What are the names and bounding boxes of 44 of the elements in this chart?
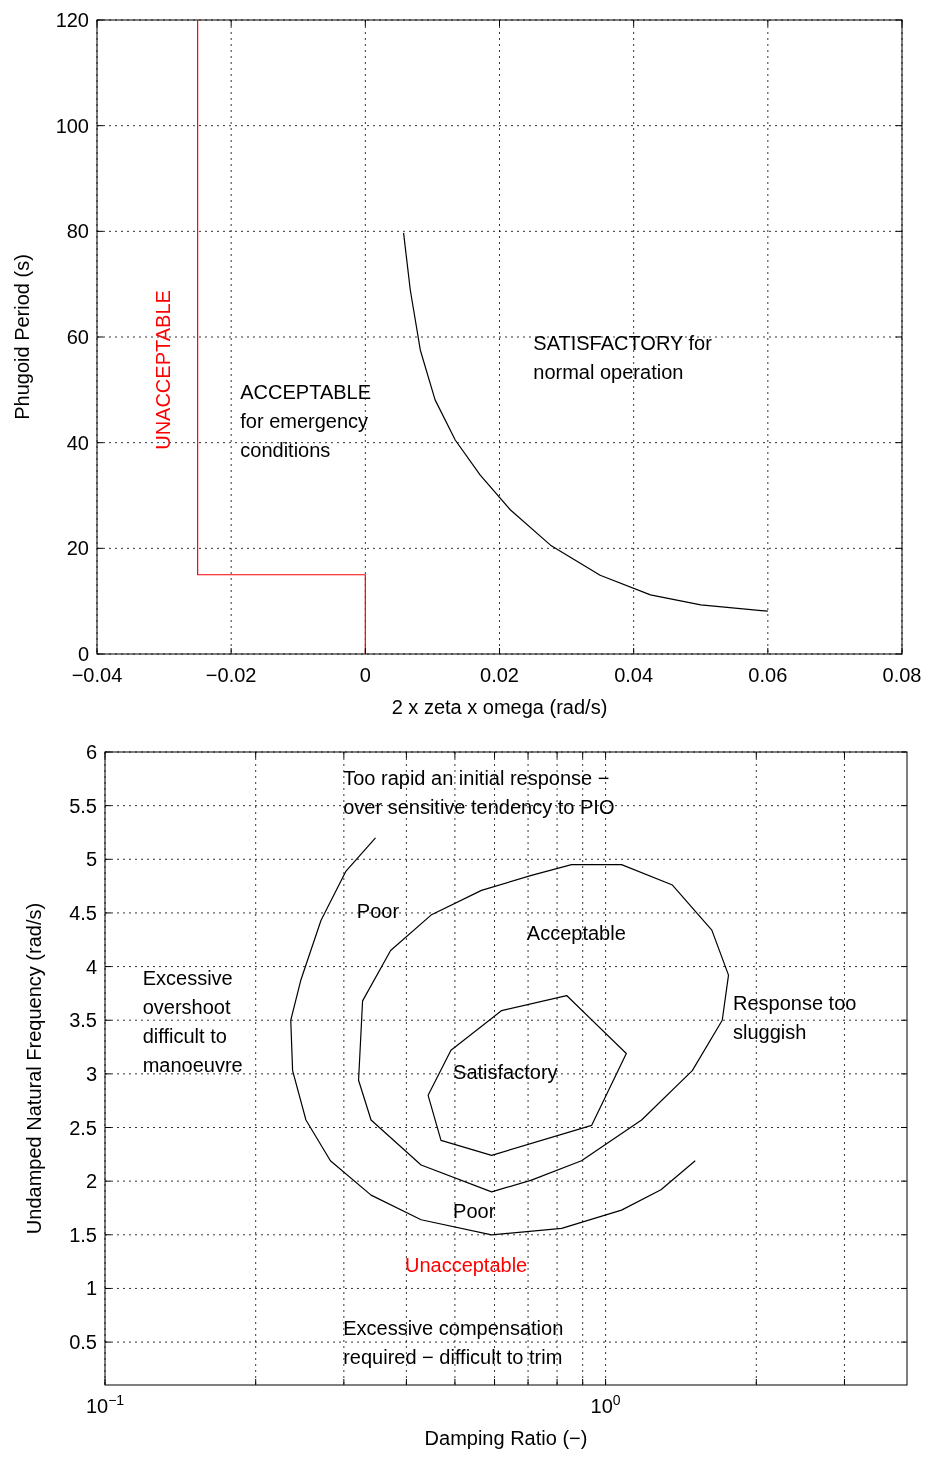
y-axis-title: Undamped Natural Frequency (rad/s) [23,902,45,1235]
x-tick-label: 0 [359,664,371,686]
y-tick-label: 1.5 [69,1223,97,1246]
annotation: Satisfactory [453,1060,558,1083]
y-tick-label: 1 [85,1277,97,1300]
y-tick-label: 100 [55,114,89,137]
y-tick-label: 20 [66,537,89,560]
annotation: Poor [356,900,400,923]
x-tick-label: −0.04 [71,664,123,686]
y-tick-label: 3.5 [69,1009,97,1032]
y-tick-label: 2.5 [69,1116,97,1139]
annotation: Too rapid an initial response − over sensitive tendency to PIO [343,767,615,819]
annotation: ACCEPTABLE for emergency conditions [240,381,372,462]
y-tick-label: 6 [85,741,97,763]
y-tick-label: 5.5 [69,794,97,817]
annotation: Excessive compensation required − difficult to trim [343,1317,564,1369]
y-tick-label: 3 [85,1062,97,1085]
y-tick-label: 0 [77,643,89,665]
y-tick-label: 5 [85,848,97,871]
annotation: Excessive overshoot difficult to manoeuvre [142,967,243,1077]
annotation: Acceptable [526,922,626,945]
y-tick-label: 60 [66,326,89,348]
x-tick-label: 10$^{−1}$ [85,1392,125,1417]
x-tick-label: −0.02 [205,664,257,686]
x-tick-label: 0.04 [614,664,654,686]
x-axis-title: Damping Ratio (−) [424,1427,588,1449]
y-tick-label: 40 [66,431,89,454]
x-tick-label: 0.06 [748,664,788,686]
annotation: Poor [453,1200,496,1223]
x-tick-label: 0.02 [480,664,519,686]
annotation: SATISFACTORY for normal operation [533,331,713,383]
annotation: UNACCEPTABLE [151,290,174,450]
x-tick-label: 0.08 [882,664,922,686]
y-tick-label: 2 [85,1170,97,1193]
y-tick-label: 80 [66,220,89,243]
y-tick-label: 120 [55,9,89,31]
x-axis-title: 2 x zeta x omega (rad/s) [391,696,608,718]
x-tick-label: 10$^{0}$ [590,1392,621,1417]
y-tick-label: 4.5 [69,901,97,924]
annotation: Response too sluggish [732,992,857,1044]
y-tick-label: 0.5 [69,1331,97,1354]
y-axis-title: Phugoid Period (s) [11,254,33,420]
annotation: Unacceptable [404,1253,528,1276]
y-tick-label: 4 [85,955,97,978]
